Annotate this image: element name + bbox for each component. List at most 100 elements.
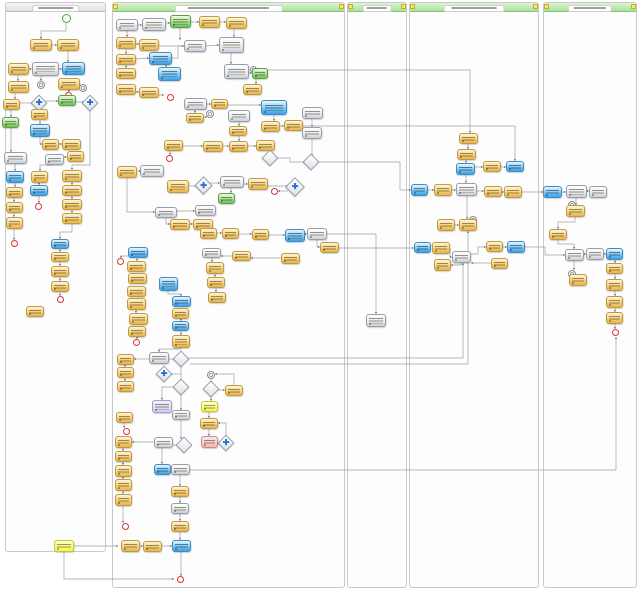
task-node[interactable] [206,262,224,274]
task-node[interactable] [143,541,162,552]
task-node[interactable] [6,171,24,183]
task-node[interactable] [62,213,82,224]
task-node[interactable] [128,273,147,284]
task-node[interactable] [284,120,303,131]
subprocess-node[interactable] [302,107,323,119]
task-node[interactable] [172,296,191,307]
end-event[interactable] [117,258,124,265]
task-node[interactable] [172,321,189,331]
task-node[interactable] [54,540,74,552]
task-node[interactable] [127,286,146,297]
task-node[interactable] [248,178,268,190]
task-node[interactable] [222,228,239,239]
task-node[interactable] [218,193,235,204]
subprocess-node[interactable] [171,464,190,475]
intermediate-event[interactable] [79,84,87,92]
task-node[interactable] [232,251,251,261]
task-node[interactable] [456,163,475,175]
task-node[interactable] [172,335,190,348]
subprocess-node[interactable] [184,98,207,110]
task-node[interactable] [432,242,450,254]
task-node[interactable] [8,81,29,93]
subprocess-node[interactable] [195,205,216,216]
end-event[interactable] [123,428,130,435]
intermediate-event[interactable] [206,110,214,118]
task-node[interactable] [115,479,132,491]
task-node[interactable] [6,217,23,229]
annotation-node[interactable] [152,400,172,413]
task-node[interactable] [30,39,52,51]
subprocess-node[interactable] [140,165,164,177]
task-node[interactable] [58,95,76,106]
task-node[interactable] [158,67,181,81]
task-node[interactable] [8,63,29,75]
subprocess-node[interactable] [142,18,166,31]
task-node[interactable] [31,109,48,120]
task-node[interactable] [117,354,134,365]
task-node[interactable] [506,161,524,172]
task-node[interactable] [486,241,503,252]
task-node[interactable] [164,140,183,151]
subprocess-node[interactable] [452,251,471,263]
task-node[interactable] [208,292,226,303]
task-node[interactable] [201,436,218,448]
subprocess-node[interactable] [224,64,249,79]
task-node[interactable] [30,124,50,137]
subprocess-node[interactable] [154,437,173,448]
task-node[interactable] [172,308,189,319]
task-node[interactable] [483,161,501,172]
task-node[interactable] [256,140,275,151]
task-node[interactable] [434,184,452,196]
task-node[interactable] [186,113,204,123]
end-event[interactable] [166,155,173,162]
lane-header[interactable] [544,3,636,12]
task-node[interactable] [115,465,132,477]
task-node[interactable] [201,401,218,412]
end-event[interactable] [612,329,619,336]
task-node[interactable] [116,68,136,79]
task-node[interactable] [606,248,623,260]
task-node[interactable] [229,126,247,136]
task-node[interactable] [170,219,190,230]
lane-header[interactable] [113,3,344,12]
task-node[interactable] [139,39,159,51]
task-node[interactable] [549,229,567,240]
task-node[interactable] [128,247,148,258]
end-event[interactable] [177,576,184,583]
task-node[interactable] [139,87,159,98]
task-node[interactable] [566,205,585,217]
subprocess-node[interactable] [220,176,244,188]
task-node[interactable] [199,16,220,28]
end-event[interactable] [11,240,18,247]
task-node[interactable] [154,464,171,475]
task-node[interactable] [207,277,225,288]
task-node[interactable] [117,367,134,378]
task-node[interactable] [62,139,81,150]
subprocess-node[interactable] [566,185,587,198]
task-node[interactable] [171,486,189,497]
task-node[interactable] [115,494,132,506]
subprocess-node[interactable] [307,228,327,240]
subprocess-node[interactable] [4,152,27,164]
task-node[interactable] [507,241,525,253]
subprocess-node[interactable] [228,110,250,122]
subprocess-node[interactable] [184,40,206,52]
subprocess-node[interactable] [149,352,169,364]
task-node[interactable] [31,171,48,183]
task-node[interactable] [543,186,562,198]
task-node[interactable] [2,117,19,128]
subprocess-node[interactable] [45,154,64,165]
task-node[interactable] [434,259,451,271]
end-event[interactable] [35,203,42,210]
task-node[interactable] [57,39,79,51]
task-node[interactable] [62,62,85,75]
task-node[interactable] [606,312,623,324]
task-node[interactable] [457,149,476,160]
task-node[interactable] [484,186,502,197]
task-node[interactable] [115,451,132,462]
subprocess-node[interactable] [589,186,607,198]
task-node[interactable] [3,99,20,110]
task-node[interactable] [414,242,431,253]
task-node[interactable] [67,151,84,162]
task-node[interactable] [117,381,134,392]
